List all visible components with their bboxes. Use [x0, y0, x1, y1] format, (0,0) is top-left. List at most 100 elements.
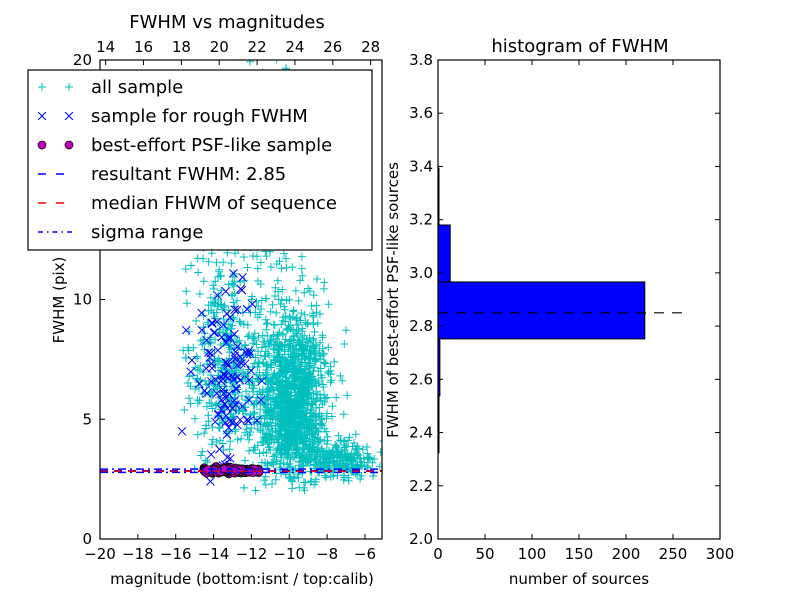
data-point	[308, 428, 317, 437]
data-point	[252, 340, 261, 349]
data-point	[349, 457, 358, 466]
data-point	[278, 386, 287, 395]
data-point	[241, 428, 250, 437]
data-point	[305, 374, 314, 383]
data-point	[288, 345, 297, 354]
data-point	[277, 403, 286, 412]
data-point	[235, 415, 245, 425]
histogram-ylabel: FWHM of best-effort PSF-like sources	[384, 162, 402, 438]
data-point	[245, 380, 254, 389]
data-point	[225, 454, 235, 463]
data-point	[296, 381, 305, 390]
data-point	[283, 358, 292, 367]
y-tick-label: 3.6	[409, 104, 433, 122]
data-point	[194, 268, 203, 277]
data-point	[357, 471, 366, 480]
data-point	[270, 291, 279, 300]
data-point	[297, 252, 306, 261]
data-point	[310, 363, 319, 372]
data-point	[198, 389, 207, 398]
data-point	[291, 286, 300, 295]
histogram-bar	[437, 281, 646, 340]
x-tick-label: 200	[612, 545, 641, 563]
data-point	[284, 350, 293, 359]
data-point	[376, 448, 382, 457]
data-point	[201, 424, 210, 433]
data-point	[292, 329, 301, 338]
data-point	[211, 375, 220, 385]
data-point	[324, 343, 333, 352]
data-point	[231, 383, 241, 393]
data-point	[221, 357, 231, 367]
data-point	[314, 376, 323, 385]
data-point	[257, 458, 266, 467]
data-point	[261, 472, 270, 481]
data-point	[302, 424, 311, 433]
legend-label: sample for rough FWHM	[91, 106, 308, 127]
data-point	[246, 366, 256, 376]
data-point	[223, 358, 232, 368]
data-point	[187, 355, 197, 365]
data-point	[224, 320, 233, 329]
data-point	[281, 312, 290, 321]
data-point	[303, 320, 312, 329]
data-point	[239, 367, 248, 376]
data-point	[293, 430, 302, 439]
data-point	[302, 415, 311, 424]
data-point	[292, 320, 301, 329]
data-point	[186, 367, 196, 377]
data-point	[250, 381, 259, 390]
data-point	[303, 406, 312, 415]
data-point	[225, 348, 234, 357]
data-point	[190, 414, 199, 423]
y-tick-label: 2.2	[409, 477, 433, 495]
data-point	[274, 353, 283, 362]
data-point	[260, 476, 269, 485]
data-point	[275, 463, 284, 472]
data-point	[300, 310, 309, 319]
data-point	[219, 328, 228, 337]
data-point	[322, 459, 331, 468]
data-point	[276, 459, 285, 468]
data-point	[375, 462, 382, 471]
data-point	[285, 337, 294, 346]
data-point	[216, 376, 226, 386]
data-point	[279, 409, 288, 418]
data-point	[229, 269, 238, 278]
scatter-ylabel: FWHM (pix)	[50, 257, 68, 344]
data-point	[222, 452, 232, 462]
data-point	[217, 286, 226, 295]
data-point	[244, 395, 254, 405]
data-point	[228, 279, 237, 288]
data-point	[288, 477, 297, 486]
data-point	[185, 394, 194, 403]
data-point	[294, 425, 303, 434]
series-all-sample	[171, 60, 382, 495]
data-point	[206, 338, 215, 347]
data-point	[205, 337, 214, 346]
data-point	[323, 432, 332, 441]
data-point	[197, 308, 206, 318]
data-point	[294, 393, 303, 402]
x-tick-label: 50	[475, 545, 494, 563]
data-point	[201, 377, 210, 386]
data-point	[336, 371, 345, 380]
data-point	[192, 316, 201, 325]
data-point	[303, 318, 312, 327]
data-point	[251, 445, 260, 454]
scatter-plot: −20 −18 −16 −14 −12 −10 −8 −6 14 16 18 20 22 24 26 28 0 5…	[50, 12, 383, 588]
data-point	[226, 416, 235, 426]
data-point	[287, 351, 296, 360]
data-point	[357, 458, 366, 467]
data-point	[253, 393, 262, 402]
data-point	[320, 397, 329, 406]
data-point	[200, 429, 209, 438]
data-point	[247, 423, 256, 432]
data-point	[282, 417, 291, 426]
y-tick-label: 2.6	[409, 370, 433, 388]
data-point	[379, 440, 382, 442]
legend-entry: all sample	[38, 77, 183, 98]
data-point	[284, 451, 293, 460]
data-point	[257, 376, 267, 386]
data-point	[304, 351, 313, 360]
